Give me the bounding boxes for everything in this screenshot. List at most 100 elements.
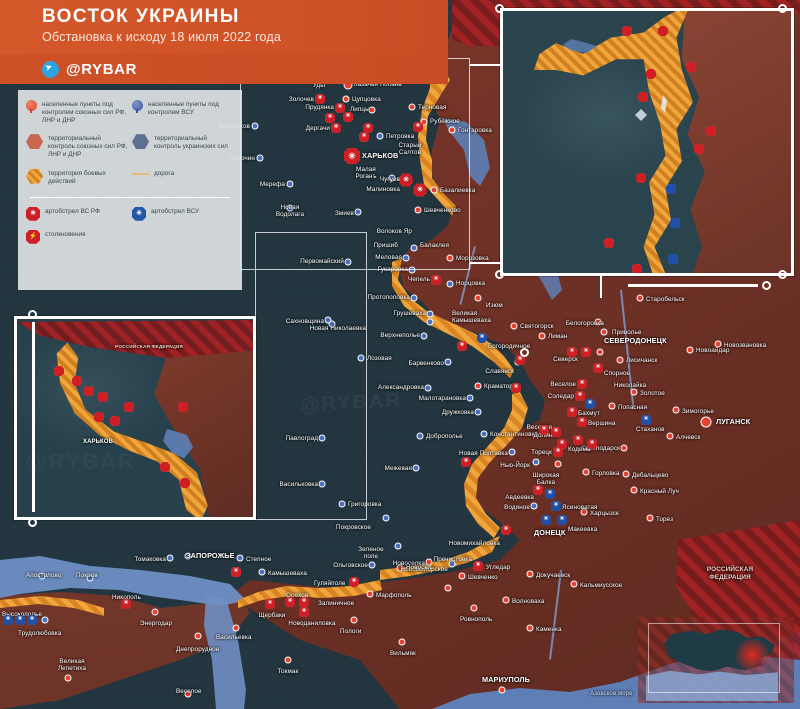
map-marker[interactable]: [408, 266, 416, 274]
map-marker[interactable]: [620, 444, 628, 452]
map-marker[interactable]: [318, 434, 326, 442]
inset-shelling-badge[interactable]: [180, 478, 190, 488]
map-marker[interactable]: [184, 690, 192, 698]
map-marker[interactable]: [258, 568, 266, 576]
telegram-icon[interactable]: [42, 60, 59, 78]
map-marker[interactable]: [284, 656, 292, 664]
map-marker[interactable]: [448, 560, 456, 568]
map-marker[interactable]: [318, 480, 326, 488]
map-marker[interactable]: [616, 356, 624, 364]
map-marker[interactable]: [354, 208, 362, 216]
map-marker[interactable]: [425, 558, 433, 566]
inset-shelling-badge[interactable]: [658, 26, 668, 36]
shelling-badge-rf[interactable]: ✳: [533, 485, 543, 495]
map-marker[interactable]: [474, 408, 482, 416]
inset-clash-badge[interactable]: [706, 126, 716, 136]
map-marker[interactable]: [622, 470, 630, 478]
map-marker[interactable]: [580, 508, 588, 516]
map-marker[interactable]: [410, 294, 418, 302]
map-marker[interactable]: [596, 348, 604, 356]
shelling-badge-ua[interactable]: ✳: [27, 615, 37, 625]
map-marker[interactable]: [570, 580, 578, 588]
map-marker[interactable]: [526, 570, 534, 578]
shelling-badge-ua[interactable]: ✳: [585, 399, 595, 409]
shelling-badge-rf[interactable]: ✳: [567, 407, 577, 417]
map-marker[interactable]: [412, 464, 420, 472]
map-marker[interactable]: [646, 514, 654, 522]
inset-shelling-badge[interactable]: [636, 173, 646, 183]
map-marker[interactable]: [714, 340, 722, 348]
inset-shelling-badge[interactable]: [632, 264, 642, 273]
shelling-badge-rf[interactable]: ✳: [457, 341, 467, 351]
map-marker[interactable]: [166, 554, 174, 562]
map-marker[interactable]: [420, 332, 428, 340]
shelling-badge-rf[interactable]: ✳: [577, 417, 587, 427]
map-marker[interactable]: [630, 486, 638, 494]
shelling-badge-rf[interactable]: ✳: [413, 183, 427, 197]
kharkiv-region-inset[interactable]: РОССИЙСКАЯ ФЕДЕРАЦИЯ ХАРЬКОВ @RYBAR: [14, 316, 256, 520]
shelling-badge-rf[interactable]: ✳: [344, 148, 360, 164]
map-marker[interactable]: [402, 254, 410, 262]
shelling-badge-rf[interactable]: ✳: [461, 457, 471, 467]
inset-shelling-badge[interactable]: [638, 92, 648, 102]
map-marker[interactable]: [672, 406, 680, 414]
shelling-badge-ua[interactable]: ✳: [541, 515, 551, 525]
map-marker[interactable]: [444, 584, 452, 592]
shelling-badge-rf[interactable]: ✳: [285, 597, 295, 607]
shelling-badge-rf[interactable]: ✳: [349, 577, 359, 587]
map-marker[interactable]: [342, 95, 350, 103]
map-marker[interactable]: [344, 258, 352, 266]
map-marker[interactable]: [38, 572, 46, 580]
map-marker[interactable]: [426, 318, 434, 326]
shelling-badge-rf[interactable]: ✳: [315, 94, 325, 104]
map-marker[interactable]: [700, 416, 712, 428]
map-marker[interactable]: [328, 320, 336, 328]
map-marker[interactable]: [368, 106, 376, 114]
map-marker[interactable]: [532, 458, 540, 466]
shelling-badge-ua[interactable]: ✳: [3, 615, 13, 625]
shelling-badge-rf[interactable]: ✳: [587, 439, 597, 449]
map-marker[interactable]: [408, 103, 416, 111]
map-marker[interactable]: [600, 328, 608, 336]
shelling-badge-rf[interactable]: ✳: [325, 113, 335, 123]
map-marker[interactable]: [382, 514, 390, 522]
shelling-badge-rf[interactable]: ✳: [575, 391, 585, 401]
map-marker[interactable]: [151, 608, 159, 616]
map-marker[interactable]: [594, 318, 602, 326]
shelling-badge-rf[interactable]: ✳: [539, 425, 549, 435]
shelling-badge-rf[interactable]: ✳: [359, 132, 369, 142]
map-marker[interactable]: [424, 384, 432, 392]
shelling-badge-rf[interactable]: ✳: [363, 123, 373, 133]
map-marker[interactable]: [430, 186, 438, 194]
shelling-badge-rf[interactable]: ✳: [473, 561, 483, 571]
map-marker[interactable]: [416, 432, 424, 440]
map-marker[interactable]: [608, 402, 616, 410]
shelling-badge-rf[interactable]: ✳: [573, 435, 583, 445]
map-marker[interactable]: [256, 154, 264, 162]
inset-clash-badge[interactable]: [686, 62, 696, 72]
shelling-badge-rf[interactable]: ✳: [431, 275, 441, 285]
inset-shelling-badge[interactable]: [54, 366, 64, 376]
ukraine-locator-map[interactable]: [638, 617, 794, 703]
map-marker[interactable]: [251, 122, 259, 130]
map-marker[interactable]: [286, 180, 294, 188]
map-marker[interactable]: [508, 448, 516, 456]
map-marker[interactable]: [420, 118, 428, 126]
izyum-region-satellite-inset[interactable]: [500, 8, 794, 276]
shelling-badge-ua[interactable]: ✳: [477, 333, 487, 343]
map-marker[interactable]: [366, 590, 374, 598]
map-marker[interactable]: [236, 554, 244, 562]
shelling-badge-rf[interactable]: ✳: [335, 103, 345, 113]
map-marker[interactable]: [414, 206, 422, 214]
map-marker[interactable]: [480, 430, 488, 438]
shelling-badge-rf[interactable]: ✳: [121, 599, 131, 609]
inset-shelling-badge[interactable]: [178, 402, 188, 412]
map-marker[interactable]: [474, 382, 482, 390]
map-marker[interactable]: [368, 561, 376, 569]
shelling-badge-rf[interactable]: ✳: [399, 173, 413, 187]
map-marker[interactable]: [357, 354, 365, 362]
map-marker[interactable]: [388, 174, 396, 182]
inset-shelling-badge[interactable]: [124, 402, 134, 412]
map-marker[interactable]: [554, 460, 562, 468]
map-marker[interactable]: [64, 674, 72, 682]
